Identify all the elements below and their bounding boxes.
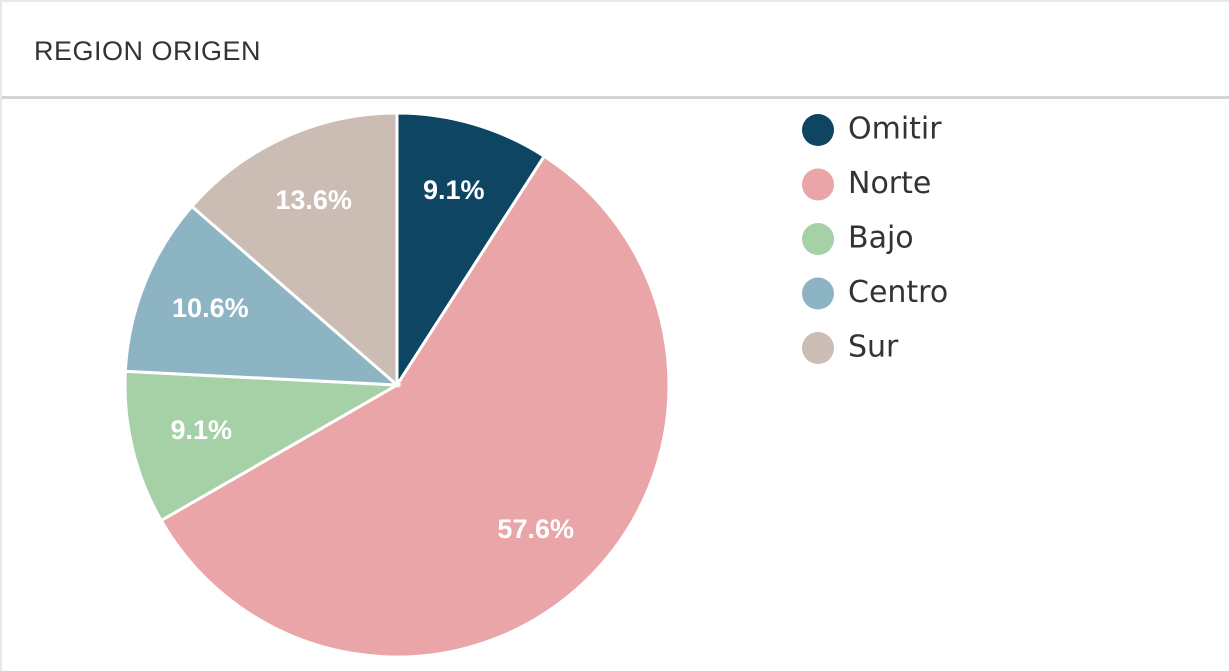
pie-slice: [395, 111, 547, 391]
data-label: 9.1%: [171, 415, 233, 445]
legend-swatch: [802, 168, 834, 201]
data-label: 10.6%: [172, 293, 249, 323]
legend-label: Norte: [848, 166, 931, 201]
legend-swatch: [802, 223, 834, 255]
legend-label: Bajo: [848, 221, 914, 256]
pie-slice: [189, 111, 399, 389]
legend-label: Sur: [848, 330, 899, 365]
legend-swatch: [802, 332, 834, 364]
pie-slice: [123, 204, 402, 387]
data-label: 13.6%: [275, 185, 352, 215]
panel-header: REGION ORIGEN: [2, 2, 1229, 99]
data-label: 57.6%: [497, 514, 574, 544]
legend-label: Omitir: [848, 112, 942, 147]
legend-swatch: [802, 277, 834, 310]
chart-title: REGION ORIGEN: [34, 36, 262, 66]
data-label: 9.1%: [423, 175, 485, 205]
legend-label: Centro: [848, 275, 948, 310]
pie-slice: [123, 369, 403, 523]
legend-swatch: [802, 114, 834, 146]
pie-slice: [159, 154, 671, 659]
